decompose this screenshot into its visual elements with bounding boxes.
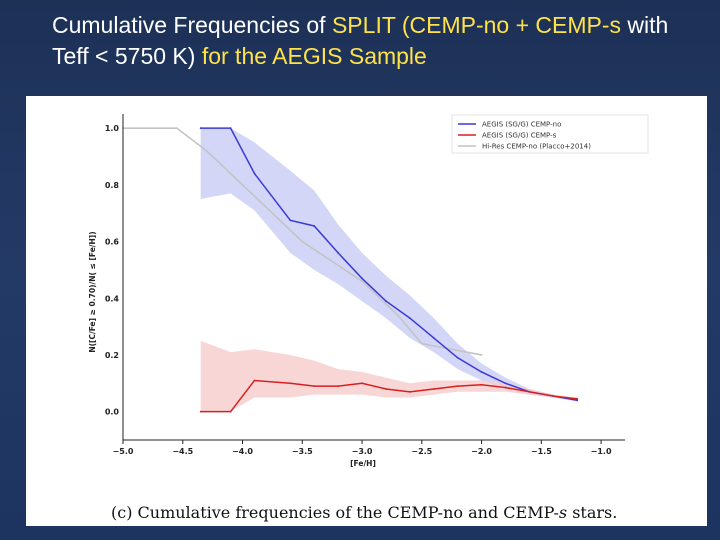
- data-point: [199, 410, 202, 413]
- x-tick-label: −4.5: [172, 447, 193, 456]
- data-point: [277, 217, 280, 220]
- legend-label: Hi-Res CEMP-no (Placco+2014): [482, 143, 591, 151]
- data-point: [361, 382, 363, 385]
- data-point: [420, 342, 423, 345]
- title-part-4: with Teff < 5750 K): [52, 12, 669, 69]
- x-tick-label: −2.0: [471, 447, 492, 456]
- y-tick-label: 0.0: [105, 408, 120, 417]
- series-line-1: [200, 127, 578, 402]
- x-tick-label: −5.0: [113, 447, 134, 456]
- caption-prefix: (c) Cumulative frequencies of the CEMP-n…: [111, 503, 559, 522]
- title-part-3: CEMP-s: [535, 12, 622, 38]
- legend-label: AEGIS (SG/G) CEMP-no: [482, 121, 561, 129]
- data-point: [175, 127, 178, 130]
- title-part-5: for the: [201, 43, 273, 69]
- data-point: [385, 300, 387, 302]
- data-point: [576, 397, 579, 400]
- x-axis-label: [Fe/H]: [350, 459, 376, 468]
- x-tick-label: −1.5: [531, 447, 552, 456]
- data-point: [361, 280, 363, 283]
- data-point: [229, 127, 232, 130]
- y-axis-label: N([C/Fe] ≥ 0.70)/N( ≤ [Fe/H]): [88, 231, 97, 352]
- series-line-2: [200, 379, 578, 413]
- legend-label: AEGIS (SG/G) CEMP-s: [482, 132, 557, 140]
- chart: −5.0 −4.5 −4.0 −3.5 −3.0 −2.5 −2.0 −1.5 −1.0 0.0 0…: [88, 114, 649, 522]
- data-point: [480, 354, 483, 356]
- band-1: [200, 128, 578, 402]
- title-part-6: AEGIS Sample: [272, 43, 427, 69]
- data-point: [253, 379, 256, 382]
- data-point: [199, 127, 202, 130]
- y-tick-label: 0.4: [105, 294, 120, 303]
- data-point: [301, 240, 304, 243]
- data-point: [313, 385, 316, 388]
- data-point: [408, 390, 411, 393]
- x-tick-label: −3.0: [352, 447, 373, 456]
- data-point: [289, 382, 292, 385]
- x-tick-label: −1.0: [591, 447, 612, 456]
- slide-title: Cumulative Frequencies of SPLIT (CEMP-no…: [52, 10, 702, 72]
- title-part-2: SPLIT (CEMP-no +: [331, 12, 536, 38]
- data-point: [480, 383, 483, 386]
- data-point: [337, 385, 340, 388]
- y-tick-label: 0.8: [105, 181, 120, 190]
- data-point: [289, 219, 292, 222]
- data-point: [432, 388, 435, 390]
- series-line-3: [123, 127, 482, 356]
- data-point: [385, 388, 387, 390]
- data-point: [397, 314, 399, 317]
- y-tick-label: 1.0: [105, 124, 120, 133]
- data-point: [361, 277, 363, 280]
- data-point: [408, 317, 411, 320]
- data-point: [552, 395, 555, 397]
- x-tick-label: −4.0: [232, 447, 253, 456]
- data-point: [241, 183, 244, 186]
- data-point: [528, 390, 531, 393]
- title-part-1: Cumulative Frequencies of: [52, 12, 332, 38]
- x-tick-label: −2.5: [411, 447, 432, 456]
- data-point: [205, 149, 208, 152]
- figure-caption: (c) Cumulative frequencies of the CEMP-n…: [111, 503, 617, 522]
- band-layer: [200, 128, 578, 412]
- data-point: [456, 356, 459, 359]
- data-point: [504, 382, 507, 385]
- data-point: [456, 385, 459, 388]
- figure-panel: −5.0 −4.5 −4.0 −3.5 −3.0 −2.5 −2.0 −1.5 −1.0 0.0 0…: [26, 96, 707, 526]
- caption-italic: s: [559, 503, 567, 522]
- line-layer: [122, 127, 579, 413]
- data-point: [229, 410, 232, 413]
- data-point: [504, 386, 507, 389]
- data-point: [313, 225, 316, 227]
- data-point: [432, 337, 435, 339]
- band-2: [200, 340, 578, 412]
- y-tick-label: 0.6: [105, 238, 120, 247]
- data-point: [253, 172, 256, 175]
- x-tick-label: −3.5: [292, 447, 313, 456]
- legend: AEGIS (SG/G) CEMP-no AEGIS (SG/G) CEMP-s H…: [451, 114, 649, 154]
- data-point: [337, 252, 340, 254]
- y-tick-label: 0.2: [105, 351, 119, 360]
- data-point: [480, 371, 483, 373]
- legend-box: [451, 114, 649, 154]
- data-point: [576, 399, 579, 402]
- axes: −5.0 −4.5 −4.0 −3.5 −3.0 −2.5 −2.0 −1.5 −1.0 0.0 0…: [105, 114, 625, 456]
- caption-suffix: stars.: [567, 503, 617, 522]
